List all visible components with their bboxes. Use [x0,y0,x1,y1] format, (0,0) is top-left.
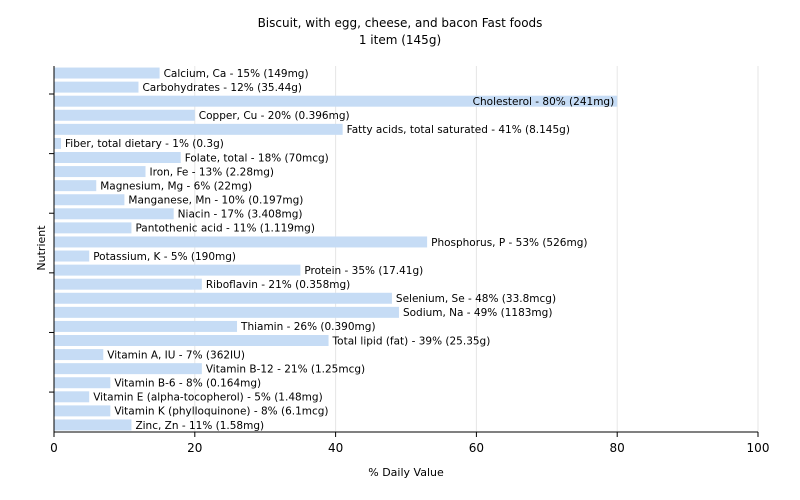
bar-label: Zinc, Zn - 11% (1.58mg) [135,420,264,432]
bar-label: Cholesterol - 80% (241mg) [473,96,615,108]
bar [54,166,146,178]
bar-label: Pantothenic acid - 11% (1.119mg) [135,223,314,235]
bars: Calcium, Ca - 15% (149mg) Carbohydrates -… [54,67,618,432]
chart-subtitle: 1 item (145g) [359,33,441,47]
bar [54,137,62,149]
bar-label: Folate, total - 18% (70mcg) [185,152,329,164]
bar [54,194,125,206]
bar [54,419,132,431]
bar [54,67,160,79]
x-tick-label: 80 [610,441,625,455]
bar [54,152,181,163]
bar-label: Thiamin - 26% (0.390mg) [240,321,376,333]
bar-label: Calcium, Ca - 15% (149mg) [164,68,309,80]
bar [54,405,111,417]
x-tick-label: 20 [187,441,202,455]
bar [54,335,329,346]
bar [54,349,104,361]
bar-label: Vitamin B-6 - 8% (0.164mg) [114,378,261,390]
bar-label: Copper, Cu - 20% (0.396mg) [199,110,350,122]
x-axis-label: % Daily Value [368,466,444,479]
bar-label: Selenium, Se - 48% (33.8mcg) [396,293,556,305]
bar-label: Sodium, Na - 49% (1183mg) [403,307,552,319]
bar-label: Vitamin A, IU - 7% (362IU) [107,349,245,361]
x-tick-label: 100 [747,441,770,455]
bar [54,278,202,290]
bar [54,391,90,403]
axes: 0 20 40 60 80 100 [49,66,769,455]
bar [54,363,202,375]
bar [54,377,111,389]
bar-label: Magnesium, Mg - 6% (22mg) [100,180,252,192]
bar-label: Fiber, total dietary - 1% (0.3g) [65,138,224,150]
bar [54,320,238,332]
bar-label: Carbohydrates - 12% (35.44g) [142,82,302,94]
bar [54,222,132,234]
bar-label: Vitamin E (alpha-tocopherol) - 5% (1.48m… [93,392,323,404]
x-tick-label: 40 [328,441,343,455]
bar-label: Protein - 35% (17.41g) [304,265,423,277]
x-tick-label: 60 [469,441,484,455]
bar-label: Niacin - 17% (3.408mg) [178,209,303,221]
y-axis-label: Nutrient [35,225,48,271]
bar-label: Vitamin B-12 - 21% (1.25mcg) [206,363,365,375]
bar-label: Vitamin K (phylloquinone) - 8% (6.1mcg) [114,406,328,418]
bar [54,306,399,318]
bar-label: Manganese, Mn - 10% (0.197mg) [128,195,303,207]
bar-label: Iron, Fe - 13% (2.28mg) [150,166,274,178]
x-tick-label: 0 [50,441,58,455]
bar [54,109,195,121]
bar-label: Riboflavin - 21% (0.358mg) [206,279,350,291]
bar [54,264,301,276]
chart-title: Biscuit, with egg, cheese, and bacon Fas… [258,16,543,30]
bar [54,123,343,135]
bar [54,95,618,107]
bar-label: Phosphorus, P - 53% (526mg) [431,237,587,249]
bar-label: Fatty acids, total saturated - 41% (8.14… [347,124,570,136]
bar [54,250,90,262]
bar-label: Potassium, K - 5% (190mg) [93,251,236,263]
bar [54,236,428,248]
bar [54,292,392,304]
bar [54,81,139,93]
bar [54,208,174,220]
bar-label: Total lipid (fat) - 39% (25.35g) [332,335,491,347]
bar [54,180,97,192]
